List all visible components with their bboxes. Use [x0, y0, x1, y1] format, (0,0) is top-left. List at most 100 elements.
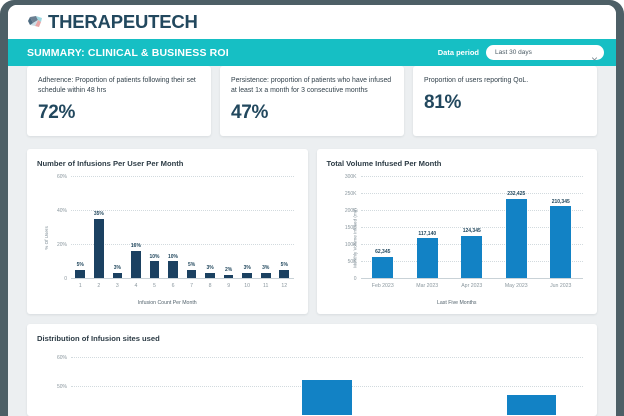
- bar-column[interactable]: 10%: [145, 176, 164, 278]
- bar-column[interactable]: 62,345: [361, 176, 406, 278]
- kpi-description: Adherence: Proportion of patients follow…: [38, 77, 196, 94]
- bar-column[interactable]: 5%: [275, 176, 294, 278]
- bar-value-label: 232,425: [507, 191, 526, 198]
- bar-value-label: 62,345: [375, 249, 391, 256]
- chart-plot: 60% 50%: [37, 345, 587, 415]
- chart-title: Total Volume Infused Per Month: [326, 159, 442, 168]
- bar[interactable]: [507, 394, 557, 415]
- hexagon-mosaic-icon: [27, 14, 44, 31]
- gridline: 40%: [57, 208, 294, 214]
- bar-value-label: 3%: [262, 265, 270, 272]
- bar-value-label: 2%: [225, 267, 233, 274]
- gridline: 0: [354, 276, 583, 282]
- bar[interactable]: [94, 218, 104, 278]
- bar-column[interactable]: 5%: [71, 176, 90, 278]
- x-axis-tick: Jun 2023: [550, 283, 572, 289]
- x-axis-tick: Mar 2023: [416, 283, 439, 289]
- x-axis-tick: 1: [78, 283, 82, 289]
- date-period-control: Data period Last 30 days: [437, 45, 604, 61]
- gridline: 60%: [57, 174, 294, 180]
- bar-column[interactable]: 3%: [201, 176, 220, 278]
- bar-value-label: 16%: [130, 243, 141, 250]
- x-axis-tick: May 2023: [504, 283, 528, 289]
- x-axis-tick: 10: [244, 283, 251, 289]
- y-axis-tick: 50%: [56, 383, 67, 390]
- bar-column[interactable]: 10%: [164, 176, 183, 278]
- kpi-description: Persistence: proportion of patients who …: [231, 77, 392, 94]
- bar[interactable]: [131, 250, 141, 278]
- brand-name: THERAPEUTECH: [48, 10, 198, 32]
- y-axis-tick: 300K: [344, 174, 357, 180]
- x-axis-labels: Feb 2023 Mar 2023 Apr 2023 May 2023 Jun 2023: [361, 283, 584, 289]
- y-axis-tick: 50K: [347, 259, 357, 265]
- chart-card-infusions-per-user: Number of Infusions Per User Per Month %…: [27, 149, 308, 314]
- y-axis-tick: 0: [64, 276, 67, 282]
- bar-column[interactable]: 3%: [108, 176, 127, 278]
- y-axis-tick: 60%: [56, 174, 67, 180]
- chart-plot: Monthly Volume Infused (mg) 300K 250K 200K…: [327, 170, 588, 306]
- bar-column[interactable]: 210,345: [539, 176, 584, 278]
- bar-column[interactable]: 16%: [127, 176, 146, 278]
- bar[interactable]: [168, 261, 178, 278]
- bar[interactable]: [461, 235, 483, 278]
- bar-column[interactable]: 232,425: [494, 176, 539, 278]
- y-axis-title: % Of Users: [44, 226, 50, 250]
- gridline: 150K: [345, 225, 583, 231]
- chart-card-infusion-sites: Distribution of Infusion sites used 60% 5…: [27, 324, 597, 416]
- bar[interactable]: [242, 272, 253, 278]
- bar[interactable]: [186, 269, 197, 278]
- y-axis-tick: 100K: [344, 241, 357, 248]
- chart-card-total-volume: Total Volume Infused Per Month Monthly V…: [316, 149, 597, 314]
- plot-area: 300K 250K 200K 150K 100K 50K 0 62,345 117,140 124…: [345, 174, 584, 289]
- bar[interactable]: [223, 274, 234, 278]
- x-axis-title: Last Five Months: [437, 300, 477, 306]
- page-title: SUMMARY: CLINICAL & BUSINESS ROI: [27, 46, 229, 59]
- x-axis-tick: 12: [281, 283, 288, 289]
- kpi-value: 47%: [231, 101, 269, 123]
- chart-row: Number of Infusions Per User Per Month %…: [8, 149, 616, 314]
- x-axis-title: Infusion Count Per Month: [137, 300, 197, 306]
- dashboard-content: Adherence: Proportion of patients follow…: [8, 66, 616, 416]
- x-axis-tick: 5: [153, 283, 156, 289]
- date-period-select[interactable]: Last 30 days: [486, 45, 604, 61]
- y-axis-tick: 0: [353, 276, 357, 282]
- bar-column[interactable]: 124,345: [450, 176, 495, 278]
- x-axis-tick: 3: [115, 283, 119, 289]
- y-axis-tick: 200K: [344, 207, 357, 214]
- bar[interactable]: [260, 272, 271, 278]
- x-axis-labels: 1 2 3 4 5 6 7 8 9 10 11 12: [71, 283, 294, 289]
- bar-column[interactable]: 117,140: [405, 176, 450, 278]
- bar[interactable]: [550, 206, 572, 278]
- gridline: 0: [64, 276, 294, 282]
- bar[interactable]: [75, 269, 86, 278]
- date-period-label: Data period: [437, 48, 479, 57]
- bar[interactable]: [205, 272, 215, 278]
- bar[interactable]: [112, 272, 123, 278]
- bar-column[interactable]: [481, 351, 583, 415]
- bar[interactable]: [416, 238, 438, 278]
- bar[interactable]: [279, 269, 290, 278]
- bar-column[interactable]: 3%: [238, 176, 257, 278]
- bar[interactable]: [372, 256, 394, 278]
- bar-column[interactable]: 3%: [256, 176, 275, 278]
- bar[interactable]: [302, 380, 352, 415]
- bar-column[interactable]: 5%: [182, 176, 201, 278]
- bar-column[interactable]: [71, 351, 173, 415]
- bar[interactable]: [505, 198, 527, 278]
- y-axis-tick: 20%: [56, 241, 67, 248]
- kpi-value: 72%: [38, 101, 76, 123]
- bar-column[interactable]: 2%: [219, 176, 238, 278]
- bar-column[interactable]: 35%: [90, 176, 109, 278]
- kpi-row: Adherence: Proportion of patients follow…: [8, 66, 616, 136]
- bar-column[interactable]: [276, 351, 378, 415]
- gridline: 60%: [57, 355, 583, 361]
- bar[interactable]: [149, 261, 160, 278]
- bar-value-label: 117,140: [418, 230, 437, 237]
- bar-column[interactable]: [378, 351, 480, 415]
- app-header: THERAPEUTECH: [8, 5, 616, 39]
- bar-column[interactable]: [173, 351, 275, 415]
- y-axis-tick: 60%: [56, 354, 67, 361]
- bottom-chart-row: Distribution of Infusion sites used 60% 5…: [8, 324, 616, 416]
- bar-value-label: 10%: [149, 253, 160, 260]
